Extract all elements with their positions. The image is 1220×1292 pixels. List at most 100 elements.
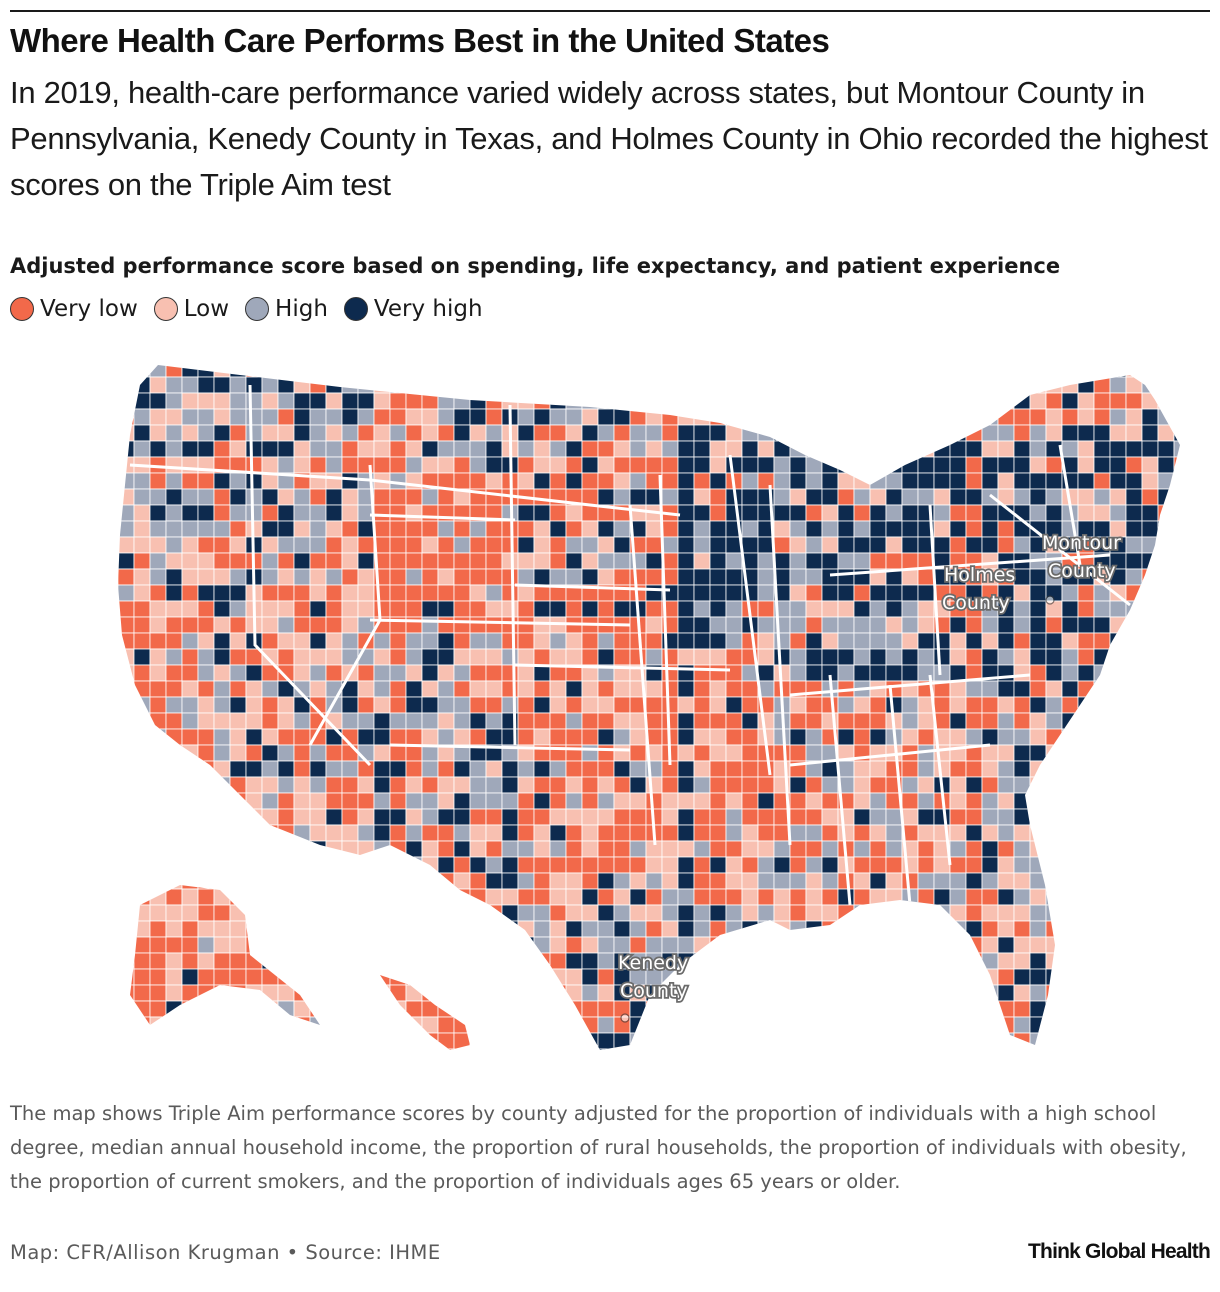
county-cell — [805, 824, 823, 842]
county-cell — [1141, 520, 1159, 538]
county-cell — [453, 584, 471, 602]
county-cell — [373, 728, 391, 746]
county-cell — [677, 472, 695, 490]
county-cell — [1013, 632, 1031, 650]
county-cell — [213, 728, 231, 746]
county-cell — [773, 536, 791, 554]
county-cell — [805, 552, 823, 570]
county-cell — [1013, 472, 1031, 490]
county-cell — [421, 552, 439, 570]
county-cell — [1077, 488, 1095, 506]
county-cell — [677, 792, 695, 810]
county-cell — [181, 664, 199, 682]
county-cell — [837, 504, 855, 522]
county-cell — [869, 584, 887, 602]
county-cell — [453, 728, 471, 746]
county-cell — [805, 536, 823, 554]
county-cell — [949, 872, 967, 890]
county-cell — [853, 824, 871, 842]
county-cell — [1013, 840, 1031, 858]
county-cell — [1029, 408, 1047, 426]
county-cell — [181, 392, 199, 410]
county-cell — [613, 728, 631, 746]
county-cell — [581, 872, 599, 890]
county-cell — [405, 728, 423, 746]
county-cell — [133, 632, 151, 650]
county-cell — [517, 904, 535, 922]
county-cell — [949, 536, 967, 554]
county-cell — [1029, 680, 1047, 698]
county-cell — [357, 760, 375, 778]
county-cell — [357, 552, 375, 570]
county-cell — [149, 920, 167, 938]
county-cell — [821, 776, 839, 794]
county-cell — [629, 920, 647, 938]
county-cell — [1109, 392, 1127, 410]
county-cell — [341, 776, 359, 794]
county-cell — [901, 632, 919, 650]
county-cell — [261, 392, 279, 410]
county-cell — [597, 1032, 615, 1050]
county-cell — [677, 584, 695, 602]
county-cell — [709, 504, 727, 522]
county-cell — [1029, 472, 1047, 490]
county-cell — [581, 680, 599, 698]
county-cell — [405, 536, 423, 554]
county-cell — [709, 440, 727, 458]
county-cell — [501, 632, 519, 650]
county-cell — [917, 792, 935, 810]
county-cell — [453, 856, 471, 874]
county-cell — [1013, 696, 1031, 714]
county-cell — [821, 904, 839, 922]
county-cell — [821, 808, 839, 826]
county-cell — [837, 600, 855, 618]
county-cell — [517, 520, 535, 538]
county-cell — [517, 584, 535, 602]
county-cell — [277, 616, 295, 634]
county-cell — [933, 488, 951, 506]
county-cell — [805, 616, 823, 634]
county-cell — [949, 488, 967, 506]
county-cell — [421, 440, 439, 458]
county-cell — [661, 472, 679, 490]
county-cell — [549, 824, 567, 842]
county-cell — [965, 728, 983, 746]
county-cell — [709, 712, 727, 730]
county-cell — [853, 520, 871, 538]
county-cell — [389, 552, 407, 570]
county-cell — [517, 776, 535, 794]
county-cell — [549, 792, 567, 810]
county-cell — [133, 504, 151, 522]
county-cell — [1061, 424, 1079, 442]
county-cell — [869, 744, 887, 762]
county-cell — [597, 680, 615, 698]
county-cell — [805, 664, 823, 682]
county-cell — [357, 392, 375, 410]
county-cell — [1029, 904, 1047, 922]
county-cell — [725, 664, 743, 682]
county-cell — [229, 488, 247, 506]
county-cell — [373, 744, 391, 762]
county-cell — [741, 696, 759, 714]
county-cell — [773, 472, 791, 490]
county-cell — [1013, 536, 1031, 554]
county-cell — [693, 888, 711, 906]
county-cell — [453, 840, 471, 858]
county-cell — [293, 648, 311, 666]
county-cell — [597, 648, 615, 666]
county-cell — [405, 424, 423, 442]
county-cell — [933, 648, 951, 666]
county-cell — [709, 760, 727, 778]
county-cell — [645, 888, 663, 906]
county-cell — [389, 744, 407, 762]
county-cell — [469, 584, 487, 602]
county-cell — [805, 488, 823, 506]
county-cell — [757, 568, 775, 586]
county-cell — [277, 568, 295, 586]
county-cell — [453, 696, 471, 714]
county-cell — [389, 488, 407, 506]
county-cell — [549, 952, 567, 970]
county-cell — [245, 664, 263, 682]
county-cell — [997, 936, 1015, 954]
county-cell — [485, 712, 503, 730]
